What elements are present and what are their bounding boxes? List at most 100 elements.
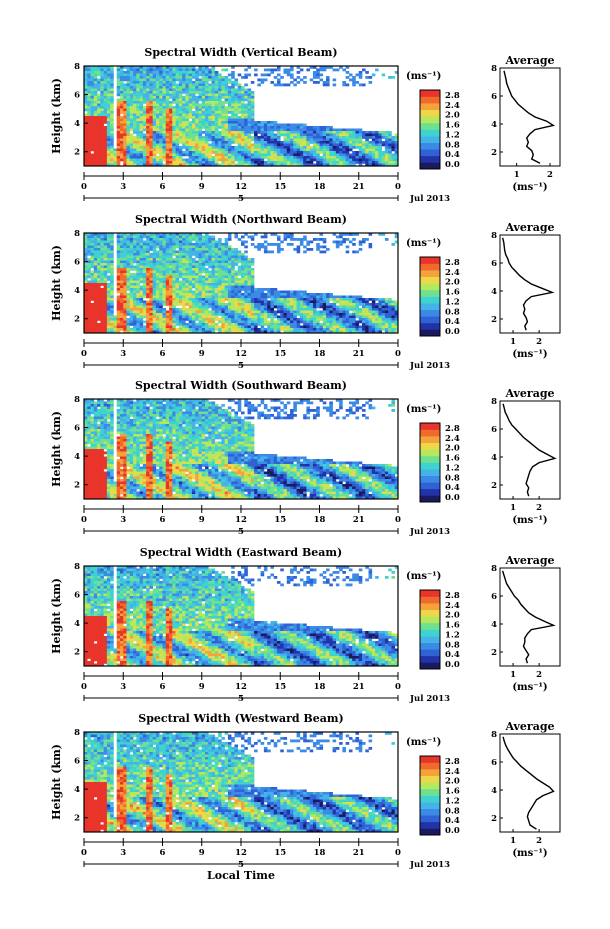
heatmap-cell [142, 148, 147, 152]
heatmap-cell [388, 148, 392, 152]
heatmap-cell [339, 138, 343, 142]
heatmap-cell [142, 255, 147, 259]
heatmap-cell [234, 81, 239, 84]
heatmap-cell [152, 258, 157, 261]
heatmap-cell [175, 250, 180, 254]
heatmap-cell [322, 81, 327, 84]
heatmap-cell [263, 303, 268, 306]
heatmap-cell [201, 156, 206, 159]
heatmap-cell [116, 248, 121, 251]
heatmap-cell [119, 68, 124, 72]
heatmap-cell [316, 143, 320, 147]
heatmap-cell [90, 318, 95, 321]
heatmap-cell [234, 111, 239, 114]
heatmap-cell [221, 116, 225, 119]
heatmap-cell [368, 141, 373, 144]
heatmap-cell [103, 116, 108, 119]
heatmap-cell [254, 318, 258, 321]
heatmap-cell [178, 238, 183, 241]
heatmap-cell [103, 275, 108, 279]
heatmap-cell [211, 113, 216, 117]
heatmap-cell [146, 323, 150, 326]
heatmap-cell [106, 285, 111, 289]
heatmap-cell [142, 320, 147, 324]
heatmap-cell [149, 280, 153, 284]
heatmap-cell [188, 86, 193, 89]
heatmap-cell [224, 313, 229, 316]
heatmap-cell [185, 318, 189, 321]
heatmap-cell [198, 285, 203, 289]
heatmap-cell [175, 308, 180, 311]
heatmap-cell [106, 101, 111, 104]
heatmap-cell [247, 101, 252, 104]
heatmap-cell [234, 318, 239, 321]
heatmap-cell [211, 101, 216, 104]
heatmap-cell [384, 153, 389, 157]
heatmap-cell [136, 293, 140, 296]
heatmap-cell [136, 240, 140, 244]
heatmap-cell [290, 290, 294, 294]
heatmap-cell [244, 325, 248, 329]
heatmap-cell [185, 106, 189, 109]
heatmap-cell [303, 141, 307, 144]
heatmap-cell [227, 260, 232, 264]
heatmap-cell [175, 263, 180, 266]
heatmap-cell [106, 245, 111, 249]
heatmap-cell [237, 161, 242, 164]
heatmap-cell [195, 111, 199, 114]
heatmap-cell [218, 153, 222, 157]
heatmap-cell [152, 101, 157, 104]
heatmap-cell [172, 146, 176, 149]
heatmap-cell [146, 146, 150, 149]
heatmap-cell [97, 300, 101, 304]
heatmap-cell [198, 280, 203, 284]
heatmap-cell [214, 133, 219, 137]
heatmap-cell [247, 278, 252, 281]
heatmap-cell [175, 141, 180, 144]
heatmap-cell [106, 141, 111, 144]
heatmap-cell [201, 283, 206, 286]
heatmap-cell [211, 250, 216, 254]
heatmap-cell [381, 158, 386, 162]
heatmap-cell [303, 153, 307, 157]
heatmap-cell [276, 325, 281, 329]
heatmap-cell [84, 148, 88, 152]
heatmap-cell [391, 153, 396, 157]
heatmap-cell [142, 308, 147, 311]
heatmap-cell [244, 98, 248, 102]
heatmap-cell [191, 235, 196, 239]
heatmap-cell [326, 141, 330, 144]
heatmap-cell [106, 268, 111, 271]
heatmap-cell [303, 133, 307, 137]
heatmap-cell [116, 83, 121, 87]
heatmap-cell [159, 298, 163, 301]
heatmap-cell [188, 308, 193, 311]
heatmap-cell [93, 123, 98, 127]
heatmap-cell [123, 96, 127, 99]
heatmap-cell [84, 250, 88, 254]
heatmap-cell [90, 253, 95, 256]
heatmap-cell [172, 118, 176, 122]
heatmap-cell [169, 83, 173, 87]
heatmap-cell [286, 328, 291, 331]
heatmap-cell [224, 328, 229, 331]
heatmap-cell [394, 138, 399, 142]
heatmap-cell [188, 243, 193, 246]
heatmap-cell [254, 146, 258, 149]
heatmap-cell [250, 303, 255, 306]
heatmap-cell [326, 131, 330, 134]
heatmap-cell [126, 118, 131, 122]
heatmap-cell [110, 323, 114, 326]
heatmap-cell [201, 68, 206, 72]
heatmap-cell [201, 325, 206, 329]
heatmap-cell [113, 156, 118, 159]
heatmap-cell [191, 123, 196, 127]
heatmap-cell [136, 76, 140, 79]
heatmap-cell [172, 270, 176, 274]
heatmap-cell [218, 305, 222, 309]
heatmap-cell [191, 111, 196, 114]
heatmap-cell [234, 91, 239, 94]
heatmap-cell [165, 96, 170, 99]
heatmap-cell [303, 81, 307, 84]
heatmap-cell [182, 106, 186, 109]
